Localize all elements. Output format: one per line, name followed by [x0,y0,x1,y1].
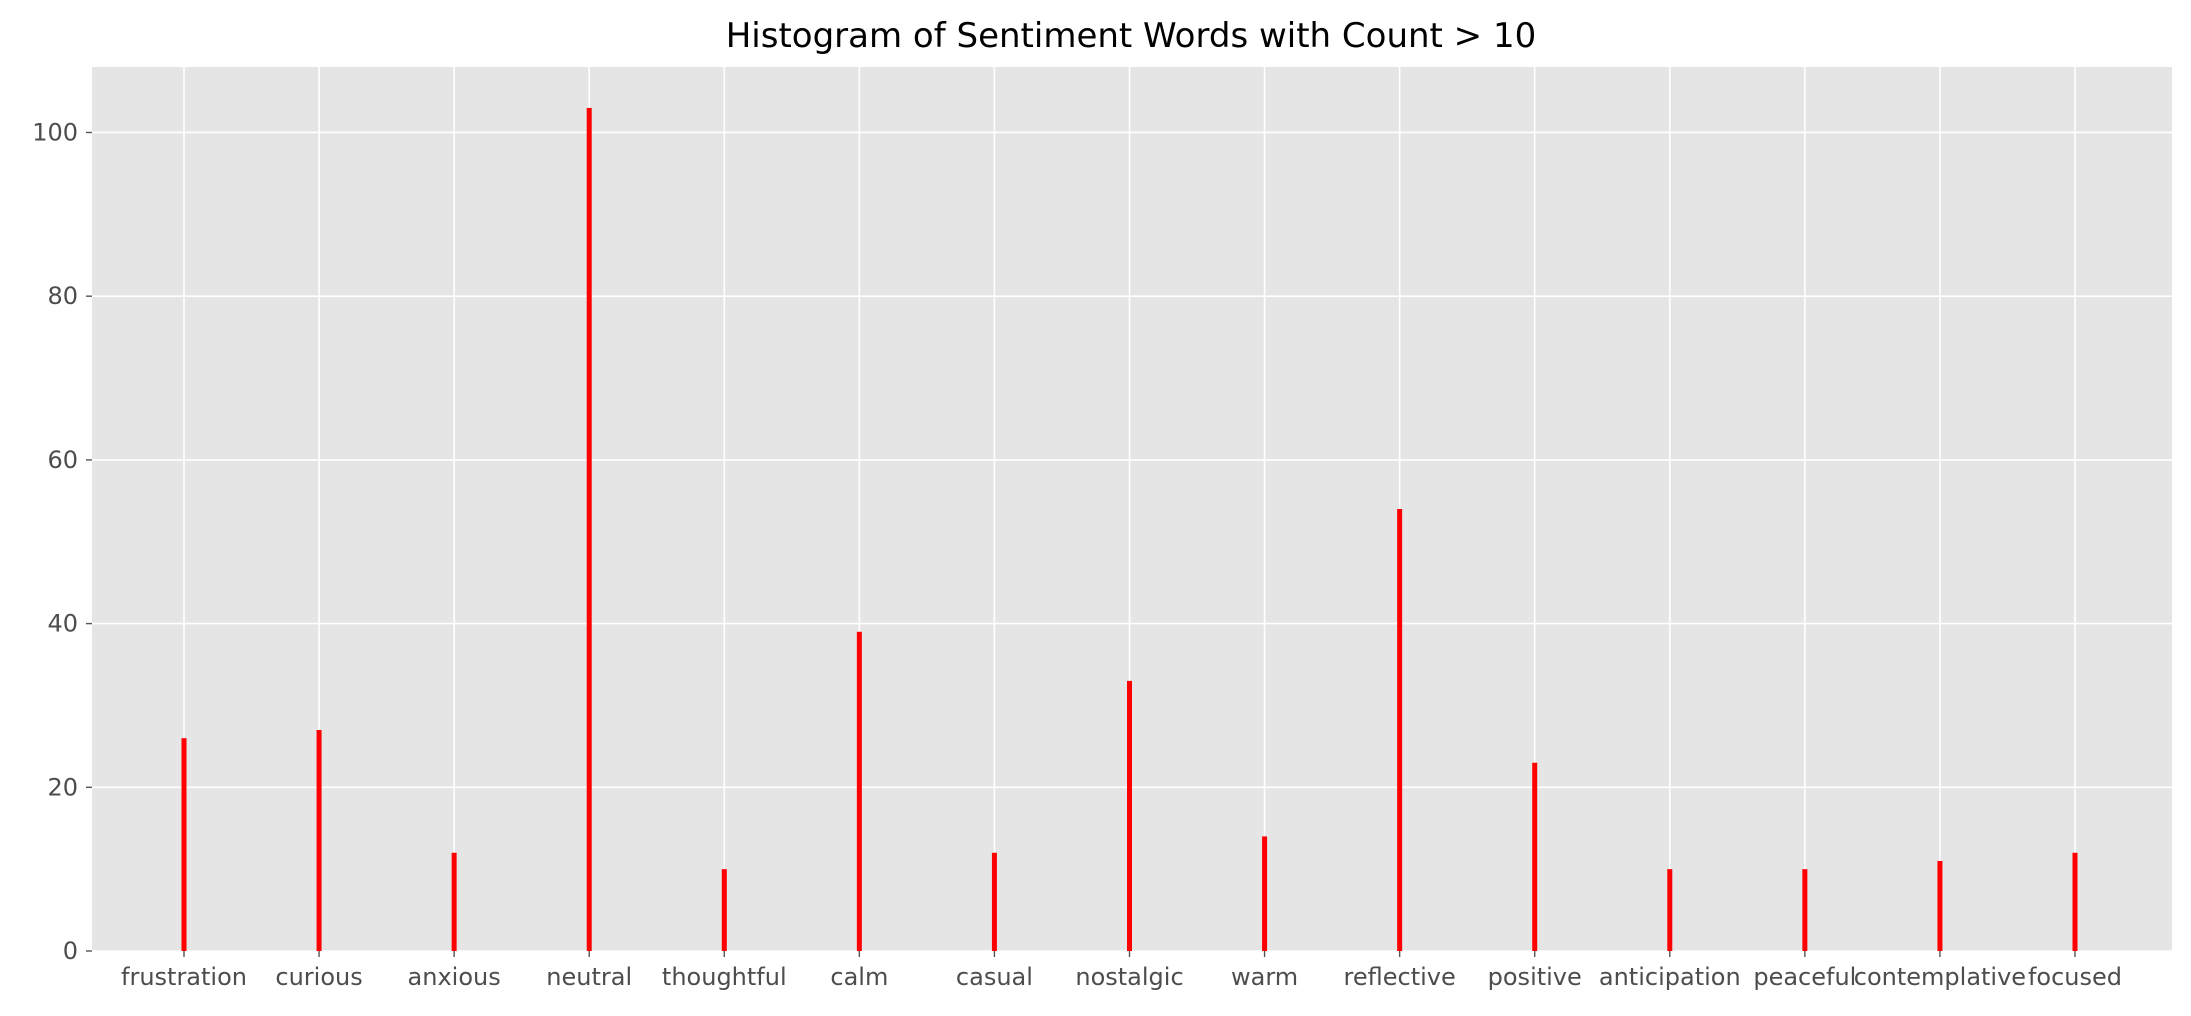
x-tick-label: curious [275,963,362,991]
x-tick-label: casual [956,963,1033,991]
bar-anxious [451,852,457,951]
y-tick-label: 20 [47,773,78,801]
x-tick-label: nostalgic [1075,963,1183,991]
y-tick-label: 0 [63,937,78,965]
bar-peaceful [1802,869,1808,951]
x-tick-label: neutral [546,963,632,991]
x-tick-label: focused [2028,963,2122,991]
bar-contemplative [1937,860,1943,951]
bar-curious [316,730,322,951]
bar-positive [1532,762,1538,951]
x-tick-label: calm [830,963,888,991]
y-tick-label: 40 [47,610,78,638]
x-tick-label: peaceful [1753,963,1856,991]
bar-focused [2072,852,2078,951]
x-tick-label: positive [1488,963,1582,991]
y-tick-label: 80 [47,282,78,310]
bar-neutral [586,107,592,952]
y-tick-label: 60 [47,446,78,474]
y-tick-label: 100 [32,118,78,146]
bar-calm [856,631,862,951]
bar-reflective [1397,509,1403,951]
y-tick-labels: 0 20 40 60 80 100 [32,118,78,965]
x-tick-labels: frustration curious anxious neutral thoughtf… [121,963,2122,991]
chart-title: Histogram of Sentiment Words with Count … [726,16,1537,56]
bar-warm [1262,836,1268,951]
bar-thoughtful [721,869,727,951]
bar-casual [991,852,997,951]
x-tick-label: frustration [121,963,247,991]
x-tick-label: thoughtful [662,963,787,991]
bar-nostalgic [1127,680,1132,951]
ticks [86,131,2076,957]
bar-frustration [181,738,187,951]
x-tick-label: warm [1231,963,1298,991]
x-tick-label: reflective [1344,963,1456,991]
x-tick-label: anxious [408,963,501,991]
bar-anticipation [1667,869,1673,951]
x-tick-label: anticipation [1599,963,1741,991]
x-tick-label: contemplative [1854,963,2026,991]
bars [181,107,2078,952]
